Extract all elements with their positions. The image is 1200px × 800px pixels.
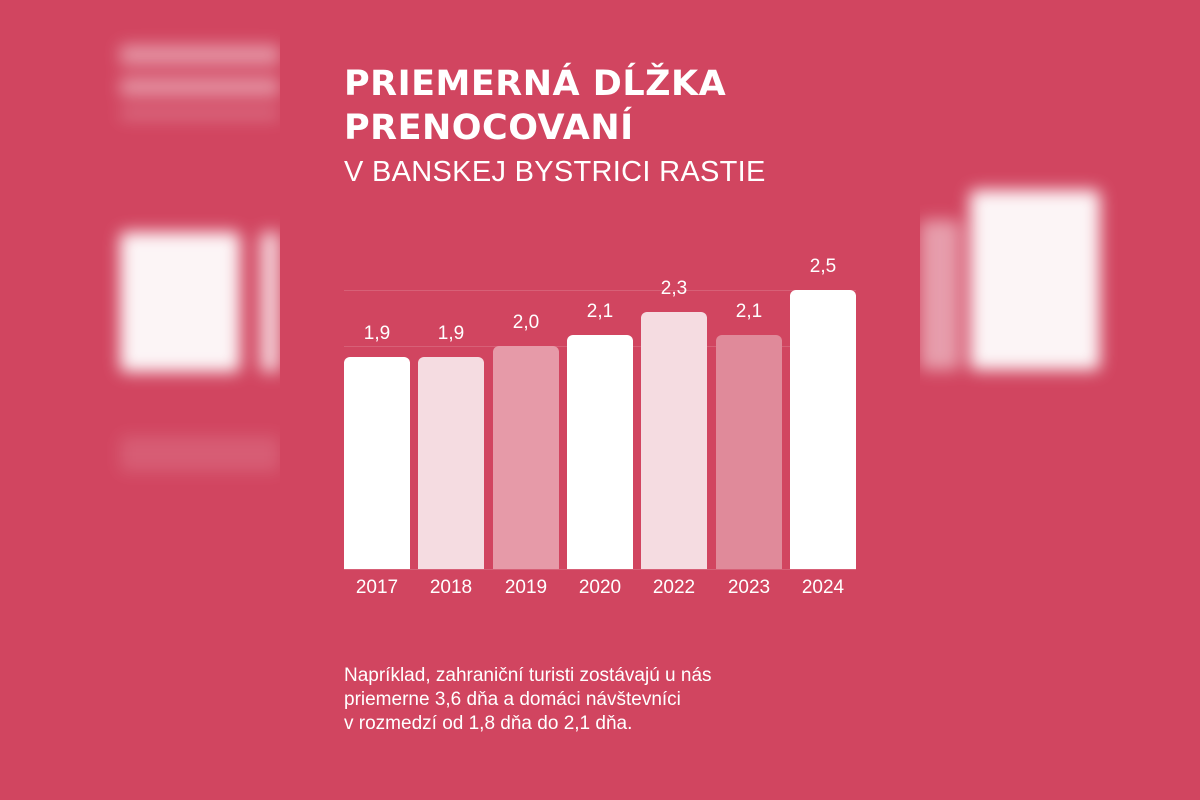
blurred-background-right (920, 0, 1200, 800)
x-tick-label: 2022 (652, 577, 696, 598)
footnote: Napríklad, zahraniční turisti zostávajú … (344, 664, 764, 736)
bar-2024 (790, 290, 856, 569)
title-line-1: PRIEMERNÁ DĹŽKA (344, 64, 727, 104)
x-tick-label: 2020 (578, 577, 622, 598)
blurred-background-left (0, 0, 280, 800)
title-line-2: PRENOCOVANÍ (344, 108, 634, 148)
gridline (344, 290, 856, 291)
bar-2019 (493, 346, 559, 569)
value-label: 1,9 (437, 323, 465, 344)
bar-chart: 1,9 2017 1,9 2018 2,0 2019 2,1 2020 2,3 2022 2,1 20… (280, 0, 920, 640)
bar-2023 (716, 335, 782, 569)
x-tick-label: 2017 (355, 577, 399, 598)
bar-2017 (344, 357, 410, 569)
value-label: 2,1 (735, 301, 763, 322)
baseline (344, 569, 856, 570)
value-label: 1,9 (363, 323, 391, 344)
value-label: 2,0 (512, 312, 540, 333)
footnote-line-1: Napríklad, zahraniční turisti zostávajú … (344, 665, 712, 686)
value-label: 2,5 (809, 256, 837, 277)
value-label: 2,1 (586, 301, 614, 322)
infographic-panel: PRIEMERNÁ DĹŽKA PRENOCOVANÍ V BANSKEJ BY… (280, 0, 920, 800)
bar-2022 (641, 312, 707, 569)
bar-2020 (567, 335, 633, 569)
x-tick-label: 2024 (801, 577, 845, 598)
footnote-line-3: v rozmedzí od 1,8 dňa do 2,1 dňa. (344, 713, 633, 734)
x-tick-label: 2023 (727, 577, 771, 598)
x-tick-label: 2018 (429, 577, 473, 598)
chart-subtitle: V BANSKEJ BYSTRICI RASTIE (344, 156, 766, 188)
footnote-line-2: priemerne 3,6 dňa a domáci návštevníci (344, 689, 681, 710)
x-tick-label: 2019 (504, 577, 548, 598)
chart-title: PRIEMERNÁ DĹŽKA PRENOCOVANÍ (344, 62, 726, 150)
bar-2018 (418, 357, 484, 569)
value-label: 2,3 (660, 278, 688, 299)
